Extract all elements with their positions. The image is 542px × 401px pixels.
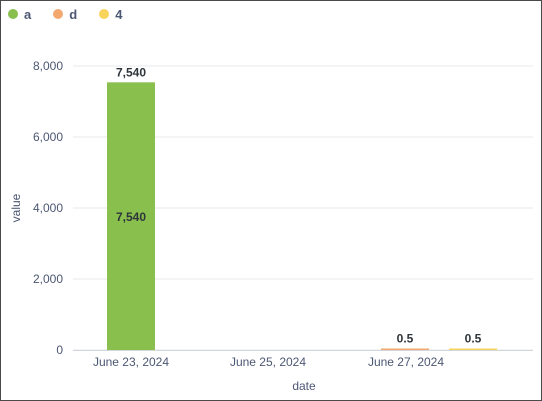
legend-swatch-a (8, 9, 18, 19)
x-axis-title: date (292, 379, 316, 393)
bar-group (107, 82, 497, 350)
y-axis: 0 2,000 4,000 6,000 8,000 (33, 59, 63, 357)
y-tick-label: 6,000 (33, 130, 63, 144)
data-label: 0.5 (397, 332, 414, 346)
bar-4[interactable] (449, 348, 497, 351)
legend-item-4[interactable]: 4 (99, 7, 122, 22)
x-tick-label: June 27, 2024 (368, 355, 444, 369)
bar-d[interactable] (381, 348, 429, 351)
legend-item-d[interactable]: d (53, 7, 77, 22)
legend-swatch-4 (99, 9, 110, 19)
y-tick-label: 2,000 (33, 272, 63, 286)
bar-a[interactable] (107, 82, 155, 350)
legend-label-a: a (24, 6, 32, 22)
legend-label-d: d (69, 6, 78, 22)
y-tick-label: 4,000 (33, 201, 63, 215)
x-tick-label: June 23, 2024 (93, 355, 169, 369)
y-tick-label: 8,000 (33, 59, 63, 73)
data-label: 7,540 (116, 65, 146, 79)
y-axis-title: value (9, 193, 23, 222)
x-tick-label: June 25, 2024 (230, 355, 306, 369)
data-label-inner: 7,540 (116, 210, 146, 224)
x-axis: June 23, 2024 June 25, 2024 June 27, 2024 (93, 355, 444, 369)
y-tick-label: 0 (56, 343, 63, 357)
data-labels: 7,540 7,540 0.5 0.5 (116, 65, 482, 345)
legend-item-a[interactable]: a (8, 7, 31, 22)
legend-label-4: 4 (115, 6, 123, 22)
legend-swatch-d (53, 9, 64, 19)
data-label: 0.5 (465, 332, 482, 346)
chart-legend: a d 4 (8, 5, 144, 23)
